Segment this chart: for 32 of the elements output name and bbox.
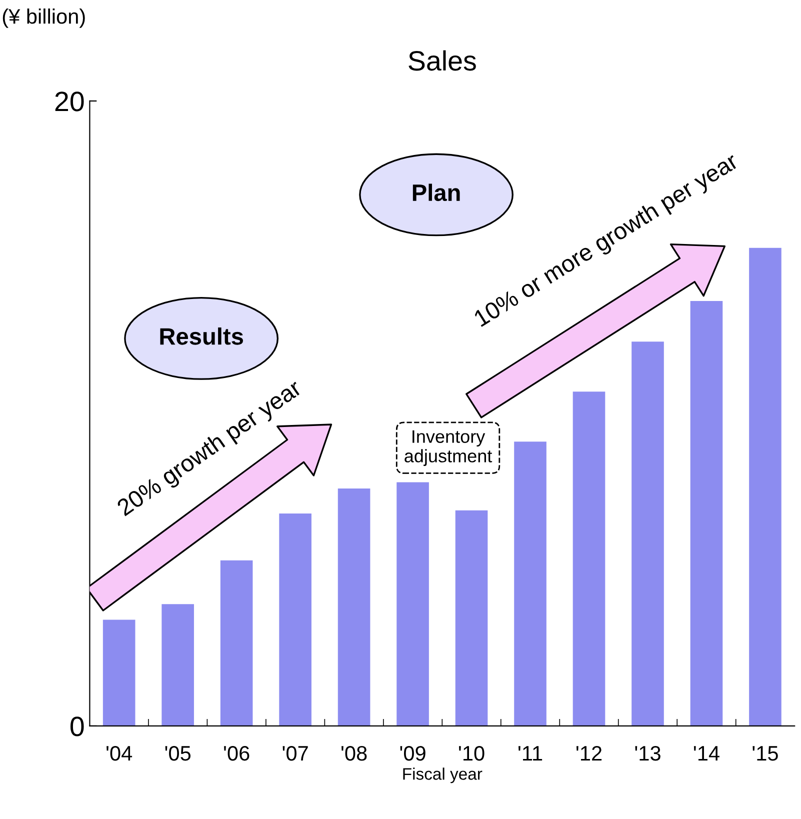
bar xyxy=(572,392,606,726)
bar xyxy=(514,442,546,726)
x-tick-label: '09 xyxy=(400,746,426,761)
x-tick-label: '10 xyxy=(459,746,484,761)
bar xyxy=(102,620,136,726)
bar xyxy=(455,510,488,726)
x-tick-label: '05 xyxy=(165,746,191,761)
bar xyxy=(690,300,723,726)
annotation: Results xyxy=(160,327,243,345)
annotation: Plan xyxy=(412,184,460,202)
x-tick-label: '11 xyxy=(518,746,542,761)
x-tick-label: '06 xyxy=(224,746,250,761)
x-tick-label: '15 xyxy=(752,746,778,761)
bar xyxy=(279,513,312,726)
annotation: Inventory adjustment xyxy=(404,430,492,466)
bar xyxy=(338,488,370,726)
x-tick-label: '08 xyxy=(342,746,367,761)
x-tick-label: '07 xyxy=(282,746,308,761)
x-tick-label: '12 xyxy=(576,746,602,761)
y-tick-label: 0 xyxy=(70,716,84,736)
bar xyxy=(220,560,253,726)
x-tick-label: '13 xyxy=(635,746,660,761)
bar xyxy=(162,604,194,726)
y-tick-label: 20 xyxy=(55,92,84,112)
x-tick-label: '14 xyxy=(694,746,720,761)
bar xyxy=(396,482,429,726)
x-axis-title: Fiscal year xyxy=(403,768,482,784)
y-axis-title: (¥ billion) xyxy=(2,8,85,28)
x-tick-label: '04 xyxy=(106,746,132,761)
bar xyxy=(749,248,782,726)
chart-title: Sales xyxy=(408,50,476,71)
bar xyxy=(632,342,664,726)
